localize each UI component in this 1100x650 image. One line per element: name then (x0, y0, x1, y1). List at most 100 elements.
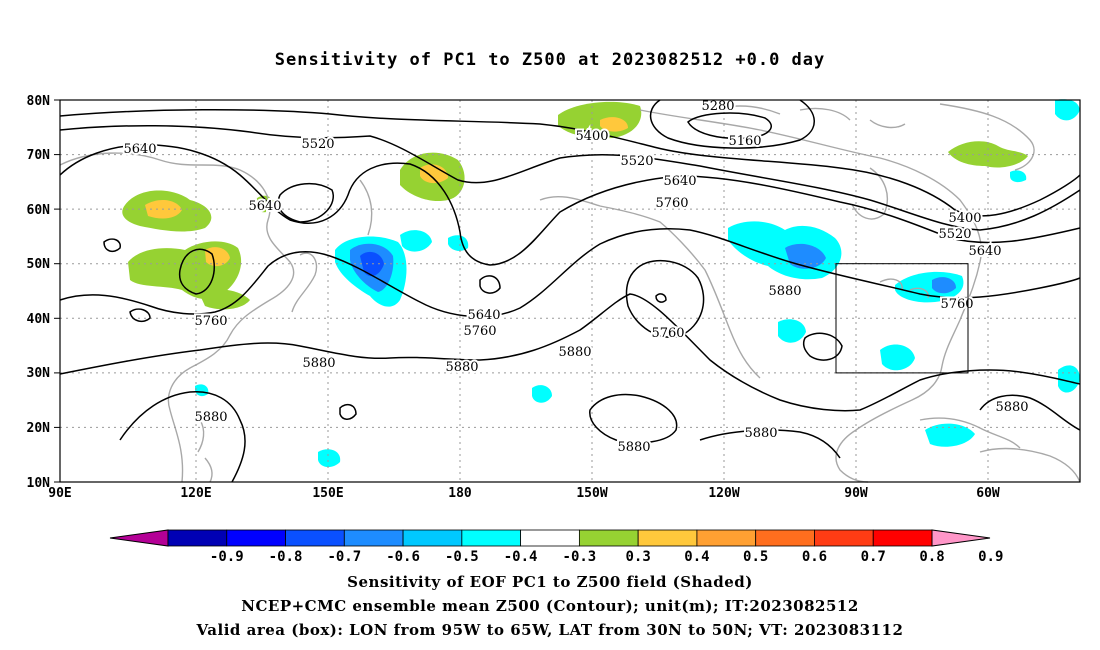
lat-label: 20N (27, 421, 51, 436)
contour-label: 5760 (463, 324, 496, 339)
shade-blob-neg (925, 423, 975, 447)
contour-5880g (979, 394, 1081, 431)
shade-blob-neg (880, 344, 915, 371)
coastlines (59, 103, 1081, 483)
contour-5520 (59, 124, 1081, 231)
colorbar-label: -0.5 (445, 549, 479, 565)
contour-5760d (129, 308, 151, 323)
shade-blob-neg (195, 384, 209, 397)
contour-label: 5760 (651, 326, 684, 341)
shade-blob-neg (532, 385, 552, 403)
lat-label: 60N (27, 203, 51, 218)
contour-label: 5280 (701, 99, 734, 114)
contour-label: 5400 (575, 129, 608, 144)
shade-blob-neg (318, 449, 341, 468)
lon-label: 150W (576, 486, 607, 501)
shade-blob-neg (785, 243, 826, 269)
lon-labels: 90E 120E 150E 180 150W 120W 90W 60W (48, 486, 1000, 501)
gridlines (60, 100, 1080, 482)
contour-label: 5880 (995, 400, 1028, 415)
contour-small (479, 275, 501, 294)
contour-5160 (687, 112, 772, 140)
colorbar-label: 0.9 (978, 549, 1003, 565)
colorbar-swatch (402, 529, 463, 547)
lon-label: 180 (448, 486, 472, 501)
contour-label: 5160 (728, 134, 761, 149)
shade-blob-neg (778, 319, 806, 343)
shade-blob-pos-core (205, 247, 230, 267)
contour-5280 (649, 99, 815, 149)
contour-label: 5640 (968, 244, 1001, 259)
colorbar-label: 0.6 (802, 549, 827, 565)
contour-label: 5880 (768, 284, 801, 299)
contour-5880c (589, 393, 678, 444)
map-area: 5280516054005520564056405520564057605400… (59, 97, 1081, 483)
contour-5880f (339, 403, 357, 420)
z500-contours (59, 99, 1081, 483)
coastline-philippines (197, 419, 213, 483)
contour-label: 5880 (558, 345, 591, 360)
colorbar-label: -0.8 (269, 549, 303, 565)
contour-5880d (699, 429, 841, 459)
colorbar-swatch (226, 529, 286, 547)
contour-label: 5520 (620, 154, 653, 169)
lon-label: 90E (48, 486, 71, 501)
colorbar-swatch (637, 529, 698, 547)
shade-blob-neg (1055, 99, 1080, 121)
coastline-north-america (639, 109, 982, 483)
coastline-arctic-islands (719, 105, 906, 129)
contour-5880 (59, 293, 1081, 412)
contour-label: 5640 (123, 142, 156, 157)
colorbar-label: 0.3 (626, 549, 651, 565)
shade-blob-pos-core (600, 117, 628, 132)
contour-label: 5520 (301, 137, 334, 152)
colorbar-label: -0.6 (386, 549, 420, 565)
lat-label: 80N (27, 94, 51, 109)
colorbar-label: -0.7 (327, 549, 361, 565)
plot-title: Sensitivity of PC1 to Z500 at 2023082512… (274, 50, 826, 70)
shade-blob-neg (1010, 170, 1027, 183)
footer-line-3: Valid area (box): LON from 95W to 65W, L… (196, 621, 904, 639)
contour-label: 5880 (617, 440, 650, 455)
contour-5760c (103, 238, 121, 253)
coastline-caribbean (919, 417, 1021, 449)
footer-line-2: NCEP+CMC ensemble mean Z500 (Contour); u… (241, 597, 859, 615)
colorbar-swatch (461, 529, 522, 547)
contour-5760 (59, 228, 1081, 318)
contour-label: 5880 (194, 410, 227, 425)
map-frame (59, 99, 1081, 483)
footer-line-1: Sensitivity of EOF PC1 to Z500 field (Sh… (347, 573, 753, 591)
colorbar-swatch (755, 529, 815, 547)
colorbar-label: -0.9 (210, 549, 244, 565)
contour-5640b (277, 183, 334, 223)
contour-5760b (625, 259, 705, 338)
colorbar-label: -0.3 (563, 549, 597, 565)
colorbar-arrow-min (109, 529, 169, 547)
lat-labels: 80N 70N 60N 50N 40N 30N 20N 10N (27, 94, 51, 491)
axis-ticks (54, 99, 60, 483)
contour-label: 5760 (194, 314, 227, 329)
lon-label: 150E (312, 486, 343, 501)
colorbar-label: 0.8 (919, 549, 944, 565)
lon-label: 120W (708, 486, 739, 501)
coastline-asia (59, 152, 295, 483)
coastline-kamchatka (359, 179, 373, 236)
contour-5880e (802, 332, 843, 361)
colorbar-label: 0.5 (743, 549, 768, 565)
lat-label: 10N (27, 476, 51, 491)
colorbar-swatch (167, 529, 228, 547)
colorbar-swatch (285, 529, 345, 547)
shade-blob-pos-core (420, 164, 448, 184)
colorbar-label: -0.4 (504, 549, 538, 565)
colorbar-label: 0.7 (861, 549, 886, 565)
shade-blob-pos (200, 289, 250, 310)
lon-label: 120E (180, 486, 211, 501)
contour-label: 5400 (948, 211, 981, 226)
contour-label: 5520 (938, 227, 971, 242)
contour-label: 5880 (445, 360, 478, 375)
colorbar-swatch (578, 529, 639, 547)
coastline-south-america (979, 447, 1081, 483)
colorbar: -0.9 -0.8 -0.7 -0.6 -0.5 -0.4 -0.3 0.3 0.4 0.5 0.6… (109, 529, 1003, 565)
colorbar-label: 0.4 (684, 549, 709, 565)
lat-label: 40N (27, 312, 51, 327)
